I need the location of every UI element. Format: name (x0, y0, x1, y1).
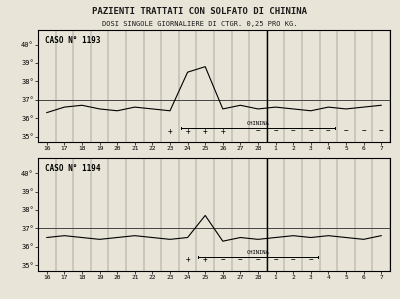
Text: FEBBRAIO: FEBBRAIO (125, 176, 162, 185)
Text: +: + (203, 126, 208, 135)
Text: −: − (308, 126, 313, 135)
Text: −: − (273, 126, 278, 135)
Text: PAZIENTI TRATTATI CON SOLFATO DI CHININA: PAZIENTI TRATTATI CON SOLFATO DI CHININA (92, 7, 308, 16)
Text: CASO N° 1194: CASO N° 1194 (45, 164, 100, 173)
Text: MARZO: MARZO (299, 176, 322, 185)
Text: −: − (256, 126, 260, 135)
Text: −: − (379, 126, 384, 135)
Text: −: − (220, 255, 225, 264)
Text: −: − (361, 126, 366, 135)
Text: CHININA: CHININA (247, 121, 269, 126)
Text: −: − (256, 255, 260, 264)
Text: −: − (291, 255, 296, 264)
Text: +: + (185, 126, 190, 135)
Text: +: + (168, 126, 172, 135)
Text: −: − (308, 255, 313, 264)
Text: CHININA: CHININA (247, 250, 269, 255)
Text: CASO N° 1193: CASO N° 1193 (45, 36, 100, 45)
Text: +: + (220, 126, 225, 135)
Text: −: − (273, 255, 278, 264)
Text: −: − (326, 126, 331, 135)
Text: −: − (238, 255, 243, 264)
Text: −: − (291, 126, 296, 135)
Text: −: − (344, 126, 348, 135)
Text: +: + (203, 255, 208, 264)
Text: DOSI SINGOLE GIORNALIERE DI CTGR. 0,25 PRO KG.: DOSI SINGOLE GIORNALIERE DI CTGR. 0,25 P… (102, 21, 298, 27)
Text: +: + (185, 255, 190, 264)
